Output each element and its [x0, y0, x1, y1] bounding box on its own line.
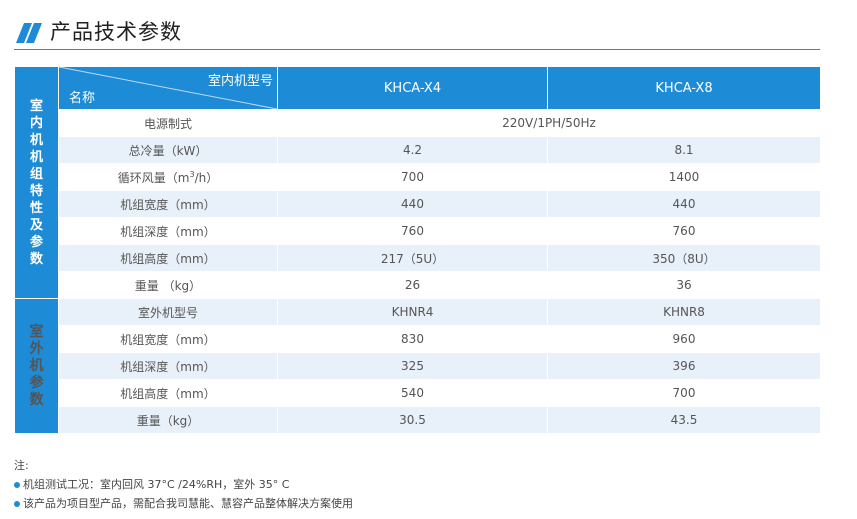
row-label: 机组深度（mm）: [58, 217, 278, 245]
label-text: /h）: [194, 170, 219, 185]
row-label: 机组宽度（mm）: [58, 190, 278, 218]
table-row: 循环风量（m3/h） 700 1400: [15, 163, 821, 191]
cell-value: 26: [277, 271, 548, 299]
cell-value: 325: [277, 352, 548, 380]
diagonal-header-cell: 室内机型号 名称: [58, 66, 278, 110]
row-label: 机组高度（mm）: [58, 244, 278, 272]
page-title: 产品技术参数: [50, 20, 182, 44]
note-item: 机组测试工况：室内回风 37°C /24%RH，室外 35° C: [14, 475, 353, 494]
table-header-row: 室内机机组特性及参数 室内机型号 名称 KHCA-X4 KHCA-X8: [14, 66, 821, 299]
cell-value: 540: [277, 379, 548, 407]
cell-value: 396: [547, 352, 821, 380]
slash-mark-icon: [16, 23, 42, 43]
cell-value: 760: [277, 217, 548, 245]
row-label: 室外机型号: [58, 298, 278, 326]
cell-value: 36: [547, 271, 821, 299]
bullet-dot-icon: [14, 501, 20, 507]
table-row: 机组深度（mm） 325 396: [15, 352, 821, 380]
note-item: 该产品为项目型产品，需配合我司慧能、慧容产品整体解决方案使用: [14, 494, 353, 513]
table-row: 机组深度（mm） 760 760: [15, 217, 821, 245]
row-label: 机组宽度（mm）: [58, 325, 278, 353]
cell-value: 43.5: [547, 406, 821, 434]
table-row: 室外机参数 室外机型号 KHNR4 KHNR8: [14, 298, 821, 434]
note-text: 该产品为项目型产品，需配合我司慧能、慧容产品整体解决方案使用: [23, 497, 353, 510]
row-label: 电源制式: [58, 109, 278, 137]
row-label: 重量（kg）: [58, 406, 278, 434]
note-text: 机组测试工况：室内回风 37°C /24%RH，室外 35° C: [23, 478, 290, 491]
table-row: 重量 （kg） 26 36: [15, 271, 821, 299]
notes-heading: 注:: [14, 459, 29, 472]
bullet-dot-icon: [14, 482, 20, 488]
table-row: 机组高度（mm） 540 700: [15, 379, 821, 407]
table-row: 重量（kg） 30.5 43.5: [15, 406, 821, 434]
table-row: 机组宽度（mm） 440 440: [15, 190, 821, 218]
notes-section: 注: 机组测试工况：室内回风 37°C /24%RH，室外 35° C 该产品为…: [14, 456, 353, 513]
row-label: 总冷量（kW）: [58, 136, 278, 164]
cell-value: 830: [277, 325, 548, 353]
cell-value: 760: [547, 217, 821, 245]
indoor-model-label: 室内机型号: [207, 74, 273, 89]
power-value: 220V/1PH/50Hz: [277, 109, 821, 137]
cell-value: 960: [547, 325, 821, 353]
table-row: 电源制式 220V/1PH/50Hz: [15, 109, 821, 137]
cell-value: 8.1: [547, 136, 821, 164]
cell-value: 440: [277, 190, 548, 218]
table-row: 总冷量（kW） 4.2 8.1: [15, 136, 821, 164]
cell-value: 217（5U）: [277, 244, 548, 272]
cell-value: 30.5: [277, 406, 548, 434]
row-label: 循环风量（m3/h）: [58, 163, 278, 191]
table-row: 机组宽度（mm） 830 960: [15, 325, 821, 353]
label-text: 循环风量（m: [117, 170, 190, 185]
col-header-x8: KHCA-X8: [547, 66, 821, 110]
cell-value: KHNR4: [277, 298, 548, 326]
col-header-x4: KHCA-X4: [277, 66, 548, 110]
diagonal-line: [59, 67, 277, 109]
cell-value: 440: [547, 190, 821, 218]
title-divider: [14, 49, 820, 50]
cell-value: 4.2: [277, 136, 548, 164]
table-row: 机组高度（mm） 217（5U） 350（8U）: [15, 244, 821, 272]
cell-value: 700: [547, 379, 821, 407]
section-header: 产品技术参数: [14, 10, 820, 50]
outdoor-group-label: 室外机参数: [14, 298, 59, 434]
indoor-group-label: 室内机机组特性及参数: [14, 66, 59, 299]
row-label: 机组高度（mm）: [58, 379, 278, 407]
row-label: 机组深度（mm）: [58, 352, 278, 380]
cell-value: KHNR8: [547, 298, 821, 326]
label-superscript: 3: [189, 169, 195, 179]
spec-table: 室内机机组特性及参数 室内机型号 名称 KHCA-X4 KHCA-X8 电源制式…: [14, 66, 821, 434]
name-label: 名称: [69, 91, 96, 106]
row-label: 重量 （kg）: [58, 271, 278, 299]
cell-value: 350（8U）: [547, 244, 821, 272]
cell-value: 700: [277, 163, 548, 191]
cell-value: 1400: [547, 163, 821, 191]
